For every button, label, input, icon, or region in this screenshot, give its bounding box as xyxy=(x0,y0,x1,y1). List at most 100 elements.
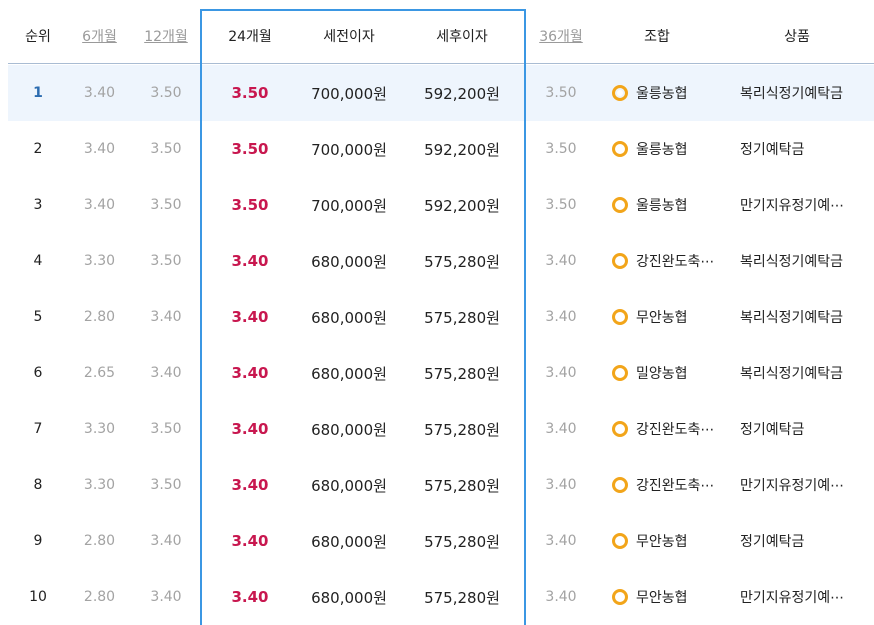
rate-36-month: 3.40 xyxy=(545,533,577,549)
bank-cell[interactable]: 울릉농협 xyxy=(594,177,720,233)
pretax-interest: 680,000원 xyxy=(311,532,387,551)
table-row[interactable]: 10 2.80 3.40 3.40 680,000원 575,280원 3.40 무안농협 만기… xyxy=(8,569,874,625)
header-36-month-sort[interactable]: 36개월 xyxy=(539,29,583,45)
table-row[interactable]: 8 3.30 3.50 3.40 680,000원 575,280원 3.40 강진완도축⋯ 만… xyxy=(8,457,874,513)
bank-cell[interactable]: 울릉농협 xyxy=(594,121,720,177)
product-name: 복리식정기예탁금 xyxy=(740,310,844,326)
table-row[interactable]: 3 3.40 3.50 3.50 700,000원 592,200원 3.50 울릉농협 만기지… xyxy=(8,177,874,233)
header-24-month: 24개월 xyxy=(228,29,272,45)
bank-cell[interactable]: 강진완도축⋯ xyxy=(594,233,720,289)
product-cell[interactable]: 만기지유정기예⋯ xyxy=(720,457,874,513)
product-cell[interactable]: 만기지유정기예⋯ xyxy=(720,569,874,625)
table-row[interactable]: 5 2.80 3.40 3.40 680,000원 575,280원 3.40 무안농협 복리식… xyxy=(8,289,874,345)
product-cell[interactable]: 정기예탁금 xyxy=(720,121,874,177)
rank-cell: 4 xyxy=(33,253,43,269)
medal-icon xyxy=(612,533,628,549)
bank-cell[interactable]: 강진완도축⋯ xyxy=(594,457,720,513)
posttax-interest: 592,200원 xyxy=(424,196,500,215)
posttax-interest: 575,280원 xyxy=(424,532,500,551)
product-name: 정기예탁금 xyxy=(740,422,805,438)
rate-24-month: 3.50 xyxy=(231,140,269,158)
product-name: 만기지유정기예⋯ xyxy=(740,590,845,606)
rate-6-month: 2.80 xyxy=(83,309,116,325)
rank-cell: 5 xyxy=(33,309,43,325)
product-cell[interactable]: 정기예탁금 xyxy=(720,513,874,569)
product-name: 만기지유정기예⋯ xyxy=(740,198,845,214)
product-name: 복리식정기예탁금 xyxy=(740,366,844,382)
rate-24-month: 3.40 xyxy=(231,420,269,438)
bank-name: 강진완도축⋯ xyxy=(636,478,715,494)
medal-icon xyxy=(612,309,628,325)
table-header: 순위 6개월 12개월 24개월 세전이자 세후이자 36개월 조합 상품 xyxy=(8,9,874,64)
rate-6-month: 2.80 xyxy=(83,589,116,605)
table-row[interactable]: 7 3.30 3.50 3.40 680,000원 575,280원 3.40 강진완도축⋯ 정… xyxy=(8,401,874,457)
rate-12-month: 3.50 xyxy=(150,141,182,157)
bank-cell[interactable]: 밀양농협 xyxy=(594,345,720,401)
bank-cell[interactable]: 무안농협 xyxy=(594,569,720,625)
product-cell[interactable]: 복리식정기예탁금 xyxy=(720,65,874,121)
bank-name: 무안농협 xyxy=(636,590,688,606)
bank-cell[interactable]: 울릉농협 xyxy=(594,65,720,121)
rate-36-month: 3.40 xyxy=(545,589,577,605)
rate-24-month: 3.50 xyxy=(231,196,269,214)
rate-24-month: 3.40 xyxy=(231,364,269,382)
posttax-interest: 575,280원 xyxy=(424,420,500,439)
rate-24-month: 3.40 xyxy=(231,532,269,550)
rate-12-month: 3.50 xyxy=(150,253,182,269)
header-6-month-sort[interactable]: 6개월 xyxy=(82,29,117,45)
bank-name: 강진완도축⋯ xyxy=(636,422,715,438)
rank-cell: 8 xyxy=(33,477,43,493)
table-row[interactable]: 4 3.30 3.50 3.40 680,000원 575,280원 3.40 강진완도축⋯ 복… xyxy=(8,233,874,289)
posttax-interest: 575,280원 xyxy=(424,308,500,327)
bank-name: 울릉농협 xyxy=(636,142,688,158)
posttax-interest: 575,280원 xyxy=(424,252,500,271)
rate-36-month: 3.40 xyxy=(545,309,577,325)
rate-12-month: 3.50 xyxy=(150,85,182,101)
rate-6-month: 2.65 xyxy=(83,365,116,381)
product-cell[interactable]: 복리식정기예탁금 xyxy=(720,233,874,289)
posttax-interest: 575,280원 xyxy=(424,588,500,607)
bank-cell[interactable]: 무안농협 xyxy=(594,513,720,569)
product-cell[interactable]: 복리식정기예탁금 xyxy=(720,345,874,401)
rank-cell: 9 xyxy=(33,533,43,549)
pretax-interest: 680,000원 xyxy=(311,308,387,327)
rate-36-month: 3.40 xyxy=(545,421,577,437)
product-cell[interactable]: 만기지유정기예⋯ xyxy=(720,177,874,233)
rate-6-month: 2.80 xyxy=(83,533,116,549)
bank-name: 무안농협 xyxy=(636,310,688,326)
medal-icon xyxy=(612,477,628,493)
product-name: 복리식정기예탁금 xyxy=(740,254,844,270)
bank-name: 울릉농협 xyxy=(636,86,688,102)
table-row[interactable]: 2 3.40 3.50 3.50 700,000원 592,200원 3.50 울릉농협 정기예… xyxy=(8,121,874,177)
rank-cell: 10 xyxy=(29,589,47,605)
product-cell[interactable]: 복리식정기예탁금 xyxy=(720,289,874,345)
rate-6-month: 3.40 xyxy=(83,85,116,101)
rate-36-month: 3.40 xyxy=(545,477,577,493)
rank-cell: 1 xyxy=(33,85,43,101)
product-name: 복리식정기예탁금 xyxy=(740,86,844,102)
rate-36-month: 3.50 xyxy=(545,141,577,157)
header-12-month-sort[interactable]: 12개월 xyxy=(144,29,188,45)
product-cell[interactable]: 정기예탁금 xyxy=(720,401,874,457)
rate-12-month: 3.40 xyxy=(150,309,182,325)
rate-6-month: 3.30 xyxy=(83,421,116,437)
pretax-interest: 680,000원 xyxy=(311,476,387,495)
medal-icon xyxy=(612,85,628,101)
table-row[interactable]: 1 3.40 3.50 3.50 700,000원 592,200원 3.50 울릉농협 복리식… xyxy=(8,65,874,121)
rate-6-month: 3.40 xyxy=(83,197,116,213)
table-row[interactable]: 6 2.65 3.40 3.40 680,000원 575,280원 3.40 밀양농협 복리식… xyxy=(8,345,874,401)
rate-36-month: 3.50 xyxy=(545,197,577,213)
pretax-interest: 680,000원 xyxy=(311,252,387,271)
posttax-interest: 592,200원 xyxy=(424,140,500,159)
bank-cell[interactable]: 무안농협 xyxy=(594,289,720,345)
bank-name: 무안농협 xyxy=(636,534,688,550)
pretax-interest: 680,000원 xyxy=(311,364,387,383)
table-row[interactable]: 9 2.80 3.40 3.40 680,000원 575,280원 3.40 무안농협 정기예… xyxy=(8,513,874,569)
bank-cell[interactable]: 강진완도축⋯ xyxy=(594,401,720,457)
medal-icon xyxy=(612,421,628,437)
rate-6-month: 3.30 xyxy=(83,253,116,269)
medal-icon xyxy=(612,141,628,157)
posttax-interest: 575,280원 xyxy=(424,364,500,383)
rate-36-month: 3.40 xyxy=(545,365,577,381)
medal-icon xyxy=(612,253,628,269)
